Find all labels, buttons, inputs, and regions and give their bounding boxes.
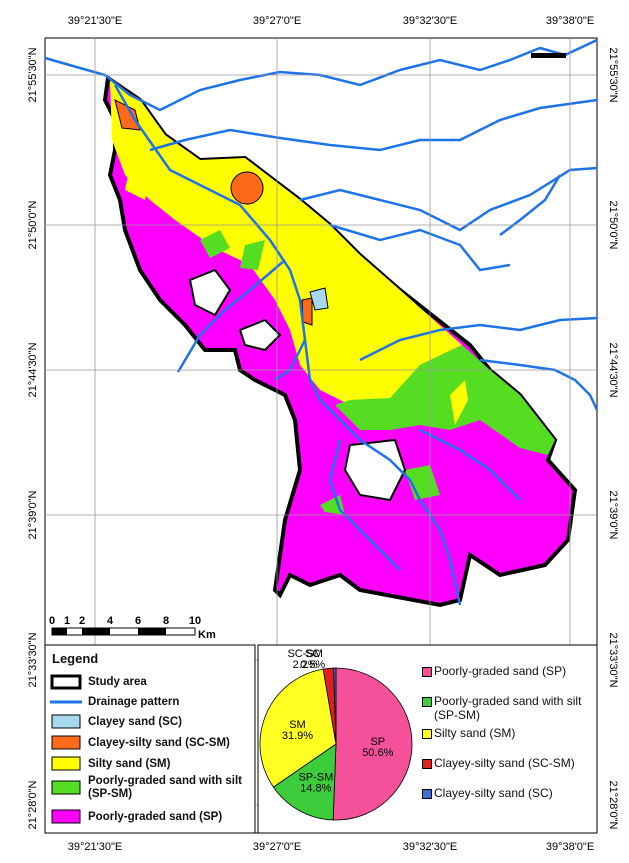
- river: [113, 84, 462, 606]
- river: [419, 428, 521, 501]
- pie-legend-label: Poorly-graded sand with silt (SP-SM): [434, 694, 582, 722]
- lat-label: 21°33'30"N: [607, 632, 619, 687]
- slice-value: 31.9%: [282, 730, 313, 742]
- slice-value: 14.8%: [300, 783, 331, 795]
- scale-bar-frame: [51, 627, 196, 636]
- swatch-sm: [51, 756, 81, 771]
- map-body: [44, 38, 599, 608]
- slice-name: SM: [289, 719, 306, 731]
- pie-legend-swatch: [422, 697, 432, 707]
- swatch-sp-sm: [51, 780, 81, 795]
- pie-legend-swatch: [422, 729, 432, 739]
- scale-label: 10: [189, 615, 201, 627]
- pie-legend-swatch: [422, 667, 432, 677]
- scale-segment: [52, 628, 67, 635]
- lat-label: 21°55'30"N: [27, 47, 39, 102]
- poorly-graded-silt-area: [335, 345, 555, 455]
- swatch-sc-sm: [51, 735, 81, 750]
- scale-label: 6: [135, 615, 141, 627]
- silty-sand-patch: [450, 380, 468, 425]
- slice-name: SC: [305, 648, 320, 660]
- slice-name: SP-SM: [298, 772, 333, 784]
- pie-legend-label: Silty sand (SM): [434, 726, 516, 740]
- river: [328, 439, 401, 571]
- pie-legend-swatch: [422, 789, 432, 799]
- north-mark: [531, 53, 566, 58]
- lat-label: 21°44'30"N: [27, 342, 39, 397]
- lon-label: 39°38'0"E: [546, 841, 594, 853]
- legend-title: Legend: [52, 651, 99, 666]
- slice-value: 0.5%: [300, 659, 325, 671]
- pie-legend-swatch: [422, 759, 432, 769]
- poorly-graded-silt-patch: [200, 230, 230, 258]
- river: [499, 174, 562, 236]
- scale-label: 2: [79, 615, 85, 627]
- lat-label: 21°50'0"N: [27, 200, 39, 249]
- river: [329, 223, 511, 272]
- slice-name: SC-SM: [287, 648, 322, 660]
- lon-label: 39°32'30"E: [403, 15, 457, 27]
- silty-sand-area: [110, 80, 462, 405]
- swatch-study-area: [50, 674, 82, 690]
- slice-value: 2.2%: [293, 659, 318, 671]
- legend-item: Poorly-graded sand (SP): [88, 811, 223, 823]
- poorly-graded-silt-patch: [405, 465, 440, 500]
- silty-sand-patch: [125, 165, 150, 200]
- pie-legend-label: Poorly-graded sand (SP): [434, 664, 567, 678]
- lon-label: 39°27'0"E: [253, 15, 301, 27]
- lat-label: 21°39'0"N: [607, 491, 619, 540]
- clayey-silty-patch: [230, 171, 264, 205]
- legend-item: Clayey-silty sand (SC-SM): [88, 737, 230, 749]
- river: [359, 316, 598, 362]
- scale-label: 0: [49, 615, 55, 627]
- river: [176, 259, 286, 373]
- pie-slice: [333, 667, 337, 745]
- lat-label: 21°28'0"N: [27, 780, 39, 829]
- lat-label: 21°55'30"N: [607, 47, 619, 102]
- scale-bar: 0 1 2 4 6 8 10 Km: [49, 615, 216, 641]
- lat-label: 21°39'0"N: [27, 490, 39, 539]
- clayey-sand-patch: [309, 287, 329, 311]
- lon-label: 39°38'0"E: [546, 15, 594, 27]
- scale-unit: Km: [198, 629, 216, 641]
- legend-swatches: [50, 674, 82, 824]
- excluded-area: [188, 268, 232, 317]
- slice-value: 50.6%: [362, 747, 393, 759]
- lon-label: 39°32'30"E: [403, 841, 457, 853]
- pie-slice: [332, 667, 413, 821]
- poorly-graded-silt-patch: [240, 240, 265, 270]
- legend-item: Poorly-graded sand with silt (SP-SM): [88, 775, 242, 800]
- coordinate-labels: 39°21'30"E 39°21'30"E 39°27'0"E 39°27'0"E 39…: [27, 15, 619, 853]
- pie-slice: [259, 668, 337, 788]
- scale-label: 4: [107, 615, 114, 627]
- scale-label: 1: [64, 615, 70, 627]
- excluded-area: [343, 438, 407, 502]
- lat-label: 21°50'0"N: [607, 201, 619, 250]
- legend-item: Silty sand (SM): [88, 758, 171, 770]
- pie-legend-label: Clayey-silty sand (SC-SM): [434, 756, 575, 770]
- legend-item: Study area: [88, 676, 147, 688]
- slice-name: SP: [370, 736, 385, 748]
- pie-slice: [272, 743, 337, 821]
- scale-label: 8: [163, 615, 169, 627]
- lat-label: 21°33'30"N: [27, 632, 39, 687]
- lat-label: 21°44'30"N: [607, 342, 619, 397]
- swatch-sp: [51, 809, 81, 824]
- legend-item: Drainage pattern: [88, 696, 180, 708]
- scale-segment: [138, 628, 166, 635]
- swatch-sc: [51, 714, 81, 729]
- river: [149, 98, 598, 152]
- scale-segment: [82, 628, 110, 635]
- river: [479, 358, 599, 411]
- lat-label: 21°28'0"N: [607, 781, 619, 830]
- lon-label: 39°21'30"E: [68, 841, 122, 853]
- lon-label: 39°27'0"E: [253, 841, 301, 853]
- lon-label: 39°21'30"E: [68, 15, 122, 27]
- legend-item: Clayey sand (SC): [88, 716, 182, 728]
- excluded-area: [238, 318, 282, 352]
- pie-legend-label: Clayey-silty sand (SC): [434, 786, 553, 800]
